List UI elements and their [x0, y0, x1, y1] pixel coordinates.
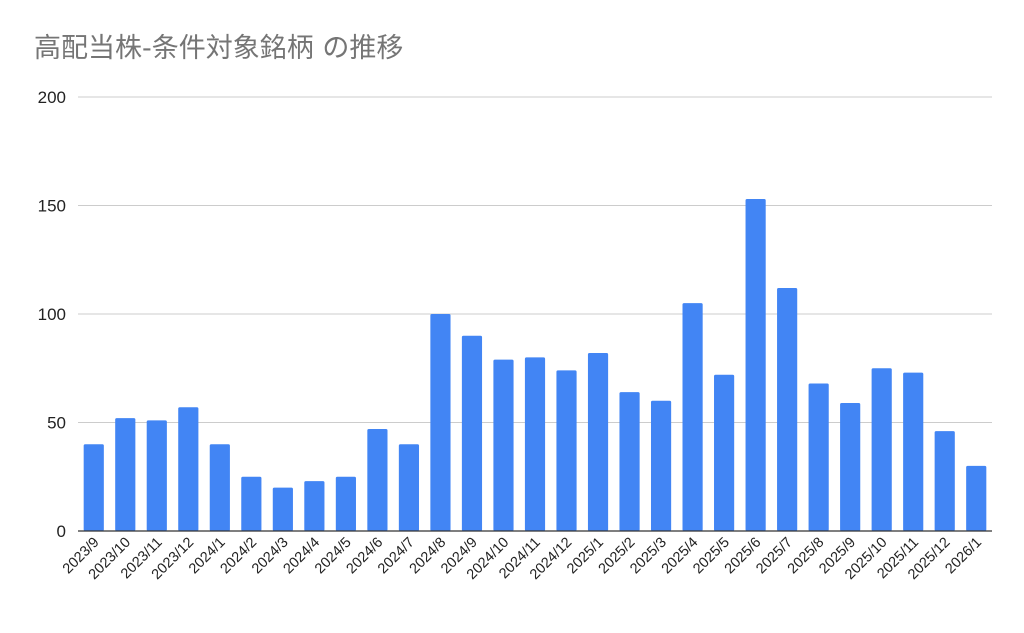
bar-2024/2	[241, 476, 262, 531]
bar-2025/3	[650, 400, 672, 531]
y-tick-label: 200	[38, 88, 66, 107]
bar-2024/9	[461, 335, 483, 531]
bar-2025/4	[682, 303, 703, 531]
x-axis-ticks: 2023/92023/102023/112023/122024/12024/22…	[60, 535, 985, 583]
bar-2024/4	[304, 481, 325, 531]
bar-2023/12	[178, 407, 199, 531]
bar-2025/10	[871, 368, 892, 531]
bar-2025/2	[619, 392, 640, 531]
bar-2025/12	[934, 431, 955, 531]
bar-2024/12	[556, 370, 577, 531]
bar-2024/10	[493, 359, 514, 531]
y-tick-label: 50	[47, 414, 66, 433]
bar-2023/10	[115, 418, 136, 531]
y-axis-ticks: 0 50 100 150 200	[38, 88, 66, 541]
chart-title: 高配当株-条件対象銘柄 の推移	[34, 33, 404, 64]
bar-2024/3	[272, 487, 293, 531]
y-tick-label: 150	[38, 197, 66, 216]
bar-2023/11	[146, 420, 167, 531]
bar-2024/8	[430, 314, 451, 531]
bar-2025/6	[745, 198, 766, 532]
gridlines	[78, 96, 992, 423]
y-tick-label: 100	[38, 305, 66, 324]
bar-2025/1	[587, 353, 609, 531]
bar-2024/6	[367, 429, 388, 531]
bar-2025/9	[840, 402, 861, 531]
y-tick-label: 0	[57, 522, 66, 541]
bar-2025/5	[714, 374, 735, 531]
bar-2025/11	[903, 372, 924, 531]
bars	[83, 198, 987, 532]
bar-2024/11	[524, 357, 546, 531]
bar-2024/1	[209, 444, 230, 531]
bar-2023/9	[83, 444, 104, 531]
bar-2025/7	[777, 287, 798, 531]
bar-2024/7	[398, 444, 420, 531]
x-tick-label: 2026/1	[942, 535, 985, 578]
bar-2026/1	[966, 465, 987, 531]
bar-2024/5	[335, 476, 356, 531]
bar-2025/8	[808, 383, 829, 531]
